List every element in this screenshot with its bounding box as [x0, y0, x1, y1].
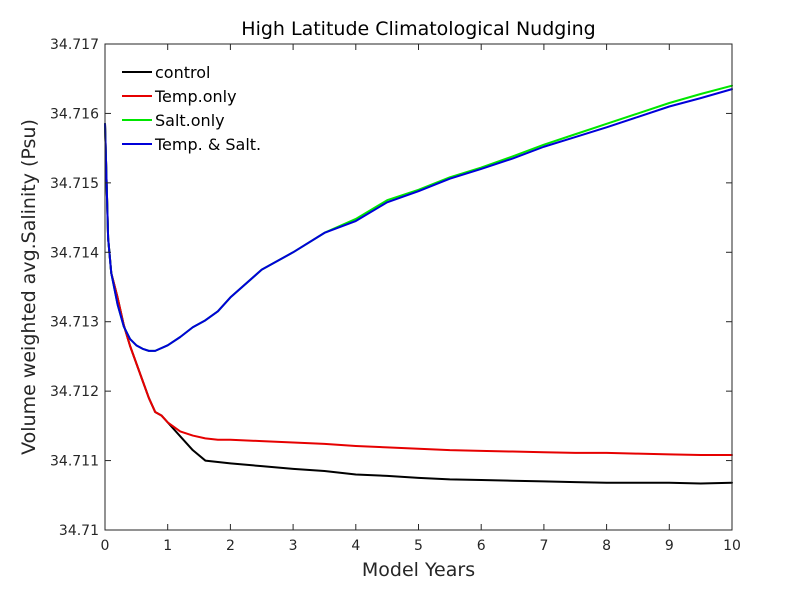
y-tick-label: 34.711	[50, 454, 99, 470]
legend: control Temp.only Salt.only Temp. & Salt.	[122, 63, 261, 154]
y-tick-label: 34.712	[50, 384, 99, 400]
x-tick-label: 3	[289, 538, 298, 554]
chart-title: High Latitude Climatological Nudging	[241, 18, 595, 40]
x-tick-label: 7	[539, 538, 548, 554]
legend-label: Temp.only	[154, 87, 237, 106]
legend-label: Salt.only	[155, 111, 225, 130]
y-tick-label: 34.714	[50, 245, 99, 261]
series-line-3	[104, 88, 733, 352]
y-tick-label: 34.713	[50, 315, 99, 331]
ticks-layer: 0 1 2 3 4 5 6 7 8 9 10 34.71 34.711 34.712 34.713 34.71…	[50, 37, 741, 554]
x-tick-label: 5	[414, 538, 423, 554]
x-tick-label: 2	[226, 538, 235, 554]
x-tick-label: 10	[723, 538, 741, 554]
x-tick-label: 6	[477, 538, 486, 554]
y-tick-label: 34.717	[50, 37, 99, 53]
x-tick-label: 9	[665, 538, 674, 554]
y-tick-label: 34.715	[50, 176, 99, 192]
x-tick-label: 8	[602, 538, 611, 554]
series-layer	[104, 84, 733, 485]
x-tick-label: 1	[163, 538, 172, 554]
x-tick-label: 4	[351, 538, 360, 554]
x-tick-label: 0	[101, 538, 110, 554]
y-tick-label: 34.71	[59, 523, 99, 539]
y-axis-label: Volume weighted avg.Salinity (Psu)	[18, 119, 40, 455]
legend-label: Temp. & Salt.	[154, 135, 261, 154]
series-line-1	[104, 122, 733, 457]
legend-label: control	[155, 63, 210, 82]
y-tick-label: 34.716	[50, 106, 99, 122]
x-axis-label: Model Years	[362, 559, 475, 581]
